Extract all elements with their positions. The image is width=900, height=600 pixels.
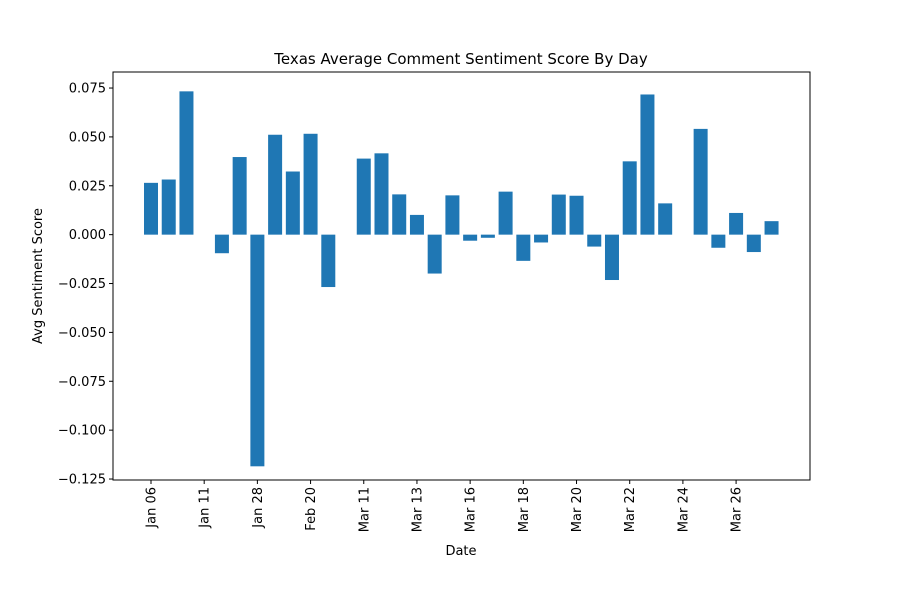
x-tick-label: Jan 06 — [145, 487, 160, 529]
bar — [356, 158, 371, 235]
bar — [604, 234, 619, 281]
y-tick-label: 0.075 — [69, 82, 106, 97]
bar — [764, 221, 779, 235]
x-tick-label: Mar 22 — [623, 487, 638, 532]
bar — [214, 234, 229, 254]
x-tick-label: Mar 11 — [357, 487, 372, 532]
y-tick-label: −0.075 — [58, 375, 106, 390]
x-tick-label: Feb 20 — [304, 487, 319, 531]
bar — [622, 161, 637, 235]
x-tick-label: Jan 28 — [251, 487, 266, 529]
bar — [693, 128, 708, 235]
bar — [711, 234, 726, 248]
bar — [144, 182, 158, 235]
bar — [551, 194, 566, 235]
bar — [392, 194, 407, 235]
y-tick-label: −0.025 — [58, 277, 106, 292]
x-tick-label: Mar 24 — [676, 487, 691, 532]
bar — [321, 234, 336, 288]
bar — [569, 195, 584, 235]
bar — [445, 195, 460, 235]
y-tick-label: 0.025 — [69, 179, 106, 194]
bar — [303, 133, 318, 235]
bar — [250, 234, 265, 467]
x-tick-label: Mar 18 — [517, 487, 532, 532]
bar — [161, 179, 176, 235]
bar — [746, 234, 761, 253]
x-tick-label: Mar 13 — [410, 487, 425, 532]
x-tick-label: Mar 16 — [464, 487, 479, 532]
bar — [658, 203, 673, 235]
bar — [285, 171, 300, 235]
bar — [534, 234, 549, 243]
x-tick-label: Mar 26 — [730, 487, 745, 532]
x-axis: Jan 06 Jan 11 Jan 28 Feb 20 Mar 11 Mar 13 Mar … — [145, 480, 745, 532]
y-tick-label: 0.050 — [69, 130, 106, 145]
bar — [268, 134, 283, 235]
bar — [427, 234, 442, 274]
x-axis-label: Date — [445, 544, 476, 559]
x-tick-label: Mar 20 — [570, 487, 585, 532]
y-tick-label: −0.100 — [58, 424, 106, 439]
x-tick-label: Jan 11 — [198, 487, 213, 529]
y-tick-label: 0.000 — [69, 228, 106, 243]
plot-frame — [112, 71, 811, 481]
bar — [480, 234, 495, 238]
bar — [587, 234, 602, 247]
bar — [409, 214, 424, 235]
bar — [232, 157, 247, 235]
y-axis: −0.125 −0.100 −0.075 −0.050 −0.025 0.000 0.025… — [58, 82, 113, 488]
bar — [729, 212, 744, 235]
bar — [516, 234, 531, 261]
bars-group — [144, 91, 779, 467]
bar — [179, 91, 194, 235]
bar — [463, 234, 478, 241]
y-tick-label: −0.125 — [58, 473, 106, 488]
y-tick-label: −0.050 — [58, 326, 106, 341]
y-axis-label: Avg Sentiment Score — [31, 208, 46, 344]
chart-title: Texas Average Comment Sentiment Score By… — [273, 50, 648, 68]
bar — [374, 153, 389, 235]
bar — [498, 191, 513, 235]
bar — [640, 94, 655, 235]
